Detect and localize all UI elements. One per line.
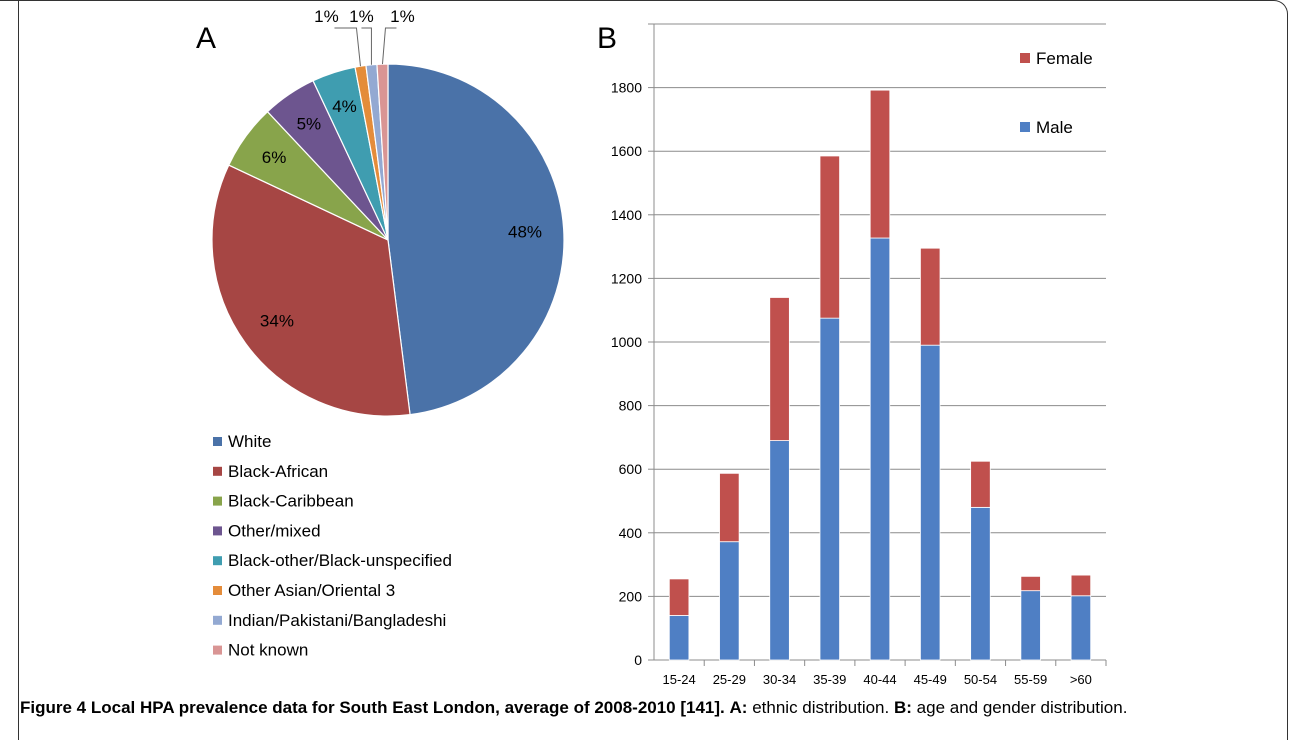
pie-chart: A 48% 34% 6% 5% 4% 1% 1% 1% White Black-African B… (196, 7, 565, 660)
pie-legend-swatch-black-african (213, 466, 222, 476)
pie-label-black-caribbean: 6% (262, 148, 287, 167)
caption-b-text: age and gender distribution. (916, 698, 1128, 717)
pie-legend-label-other-asian-oriental-3: Other Asian/Oriental 3 (228, 581, 395, 600)
pie-slice-white (387, 63, 565, 416)
pie-label-white: 48% (508, 222, 542, 241)
pie-data-labels: 48% 34% 6% 5% 4% 1% 1% 1% (260, 7, 542, 331)
pie-legend-swatch-indian-pakistani-bangladeshi (213, 615, 222, 625)
pie-legend-swatch-white (213, 437, 222, 446)
pie-legend-label-white: White (228, 432, 271, 451)
caption-a-key: A: (729, 698, 748, 717)
pie-legend-swatch-not-known (213, 645, 222, 655)
pie-legend-swatch-other-mixed (213, 526, 222, 536)
pie-legend-swatch-black-other-black-unspecified (213, 556, 222, 566)
pie-label-other-asian-oriental-3: 1% (314, 7, 339, 26)
pie-legend-swatch-black-caribbean (213, 496, 222, 506)
pie-legend-label-not-known: Not known (228, 641, 308, 660)
pie-label-black-other-black-unspecified: 4% (332, 97, 357, 116)
pie-label-black-african: 34% (260, 312, 294, 331)
pie-legend-label-black-caribbean: Black-Caribbean (228, 492, 354, 511)
pie-slices (211, 63, 565, 417)
pie-label-not-known: 1% (390, 7, 415, 26)
pie-label-indian-pakistani-bangladeshi: 1% (349, 7, 374, 26)
figure-frame-left-edge (18, 0, 19, 740)
pie-legend: White Black-African Black-Caribbean Other/m… (213, 432, 452, 660)
pie-leader-line-other-asian-oriental-3 (334, 27, 361, 67)
panel-label-a: A (196, 22, 216, 55)
figure-caption: Figure 4 Local HPA prevalence data for S… (20, 695, 1260, 720)
pie-slice-not-known (376, 63, 389, 241)
caption-a-text: ethnic distribution. (752, 698, 890, 717)
pie-leader-line-not-known (381, 27, 397, 65)
pie-label-other-mixed: 5% (297, 115, 322, 134)
pie-leader-line-indian-pakistani-bangladeshi (361, 27, 372, 65)
pie-legend-label-indian-pakistani-bangladeshi: Indian/Pakistani/Bangladeshi (228, 611, 446, 630)
pie-legend-label-black-african: Black-African (228, 462, 328, 481)
pie-slice-black-african (211, 164, 411, 417)
pie-legend-label-other-mixed: Other/mixed (228, 521, 321, 540)
pie-legend-label-black-other-black-unspecified: Black-other/Black-unspecified (228, 551, 452, 570)
pie-legend-swatch-other-asian-oriental-3 (213, 586, 222, 595)
caption-b-key: B: (893, 698, 912, 717)
caption-title: Figure 4 Local HPA prevalence data for S… (20, 698, 725, 717)
figure-frame (0, 0, 1288, 740)
